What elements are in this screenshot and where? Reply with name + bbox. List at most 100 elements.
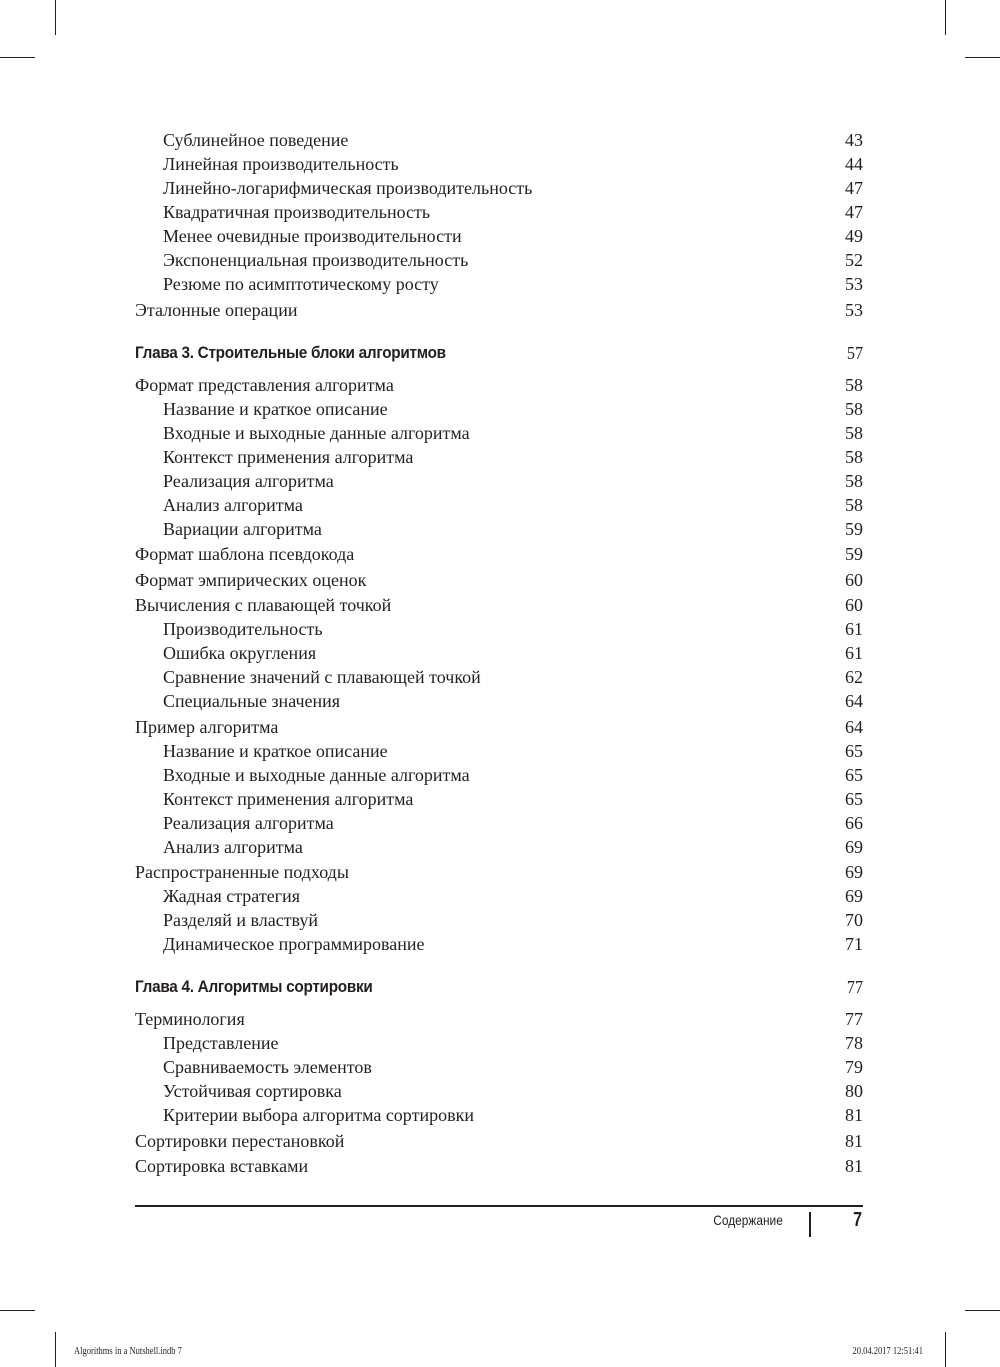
footer-rule <box>135 1205 863 1207</box>
toc-entry: Резюме по асимптотическому росту 53 <box>135 272 863 296</box>
toc-entry-page: 69 <box>845 886 863 906</box>
toc-entry: Формат шаблона псевдокода 59 <box>135 542 863 566</box>
toc-entry-title: Критерии выбора алгоритма сортировки <box>163 1105 474 1125</box>
toc-entry: Терминология 77 <box>135 1007 863 1031</box>
toc-entry-page: 43 <box>845 130 863 150</box>
toc-entry: Сублинейное поведение 43 <box>135 128 863 152</box>
toc-entry: Менее очевидные производительности 49 <box>135 224 863 248</box>
toc-entry: Пример алгоритма 64 <box>135 715 863 739</box>
toc-entry: Линейная производительность 44 <box>135 152 863 176</box>
toc-entry: Разделяй и властвуй 70 <box>135 908 863 932</box>
toc-entry-title: Эталонные операции <box>135 299 298 320</box>
toc-entry-page: 61 <box>845 619 863 639</box>
toc-entry: Ошибка округления 61 <box>135 641 863 665</box>
toc-entry-title: Менее очевидные производительности <box>163 226 462 246</box>
toc-entry-page: 65 <box>845 740 863 761</box>
toc-entry-title: Пример алгоритма <box>135 716 279 737</box>
crop-mark <box>0 57 35 58</box>
toc-entry: Контекст применения алгоритма 58 <box>135 445 863 469</box>
toc-entry-page: 81 <box>845 1130 863 1151</box>
toc-entry-page: 64 <box>845 716 863 737</box>
toc-entry: Название и краткое описание 58 <box>135 397 863 421</box>
toc-entry-page: 58 <box>845 422 863 443</box>
toc-entry-title: Сублинейное поведение <box>163 130 349 150</box>
toc-entry-page: 61 <box>845 643 863 663</box>
toc-entry: Динамическое программирование 71 <box>135 932 863 956</box>
toc-entry-page: 57 <box>846 342 864 363</box>
toc-entry-title: Терминология <box>135 1009 245 1029</box>
toc-entry-page: 44 <box>845 154 863 174</box>
toc-entry: Распространенные подходы 69 <box>135 860 863 884</box>
toc-entry: Реализация алгоритма 58 <box>135 469 863 493</box>
toc-entry-title: Глава 3. Строительные блоки алгоритмов <box>135 342 446 362</box>
toc-entry-title: Ошибка округления <box>163 643 317 663</box>
slug-datetime: 20.04.2017 12:51:41 <box>852 1346 923 1357</box>
toc-entry-title: Контекст применения алгоритма <box>163 788 414 809</box>
crop-mark <box>965 57 1000 58</box>
toc-entry-page: 79 <box>845 1057 863 1077</box>
toc-entry-title: Экспоненциальная производительность <box>163 250 469 270</box>
toc-entry-page: 65 <box>845 788 863 809</box>
toc-entry-title: Устойчивая сортировка <box>163 1081 342 1101</box>
crop-mark <box>55 0 56 35</box>
toc-entry-page: 60 <box>845 595 863 615</box>
toc-entry-page: 49 <box>845 226 863 246</box>
toc-entry-page: 58 <box>845 494 863 515</box>
toc-entry-title: Сортировка вставками <box>135 1156 309 1176</box>
toc-chapter: Глава 4. Алгоритмы сортировки 77 <box>135 975 863 999</box>
toc-entry-title: Распространенные подходы <box>135 862 349 882</box>
toc-entry: Сортировки перестановкой 81 <box>135 1129 863 1153</box>
toc-entry: Квадратичная производительность 47 <box>135 200 863 224</box>
toc-entry-title: Линейно-логарифмическая производительнос… <box>163 178 533 198</box>
toc-entry: Входные и выходные данные алгоритма 65 <box>135 763 863 787</box>
toc-entry-title: Формат эмпирических оценок <box>135 569 367 590</box>
crop-mark <box>965 1310 1000 1311</box>
toc-entry-title: Линейная производительность <box>163 154 399 174</box>
toc-entry-title: Контекст применения алгоритма <box>163 446 414 467</box>
toc-entry-page: 70 <box>845 910 863 930</box>
toc-entry-page: 71 <box>845 934 863 954</box>
toc-entry-page: 58 <box>845 374 863 395</box>
toc-entry-page: 64 <box>845 691 863 711</box>
toc-entry-page: 52 <box>845 250 863 270</box>
toc-entry-page: 60 <box>845 569 863 590</box>
toc-entry-page: 47 <box>845 178 863 198</box>
toc-entry-page: 80 <box>845 1081 863 1101</box>
toc-entry: Экспоненциальная производительность 52 <box>135 248 863 272</box>
toc-entry: Производительность 61 <box>135 617 863 641</box>
toc-entry-page: 62 <box>845 667 863 687</box>
footer-separator <box>809 1212 811 1237</box>
toc-entry-page: 47 <box>845 202 863 222</box>
toc-entry-page: 58 <box>845 398 863 419</box>
toc-entry-page: 69 <box>845 862 863 882</box>
toc-entry: Анализ алгоритма 58 <box>135 493 863 517</box>
toc-entry: Вариации алгоритма 59 <box>135 517 863 541</box>
toc-entry: Контекст применения алгоритма 65 <box>135 787 863 811</box>
toc-entry-page: 81 <box>845 1105 863 1125</box>
toc-entry-page: 59 <box>845 518 863 539</box>
toc-entry: Вычисления с плавающей точкой 60 <box>135 593 863 617</box>
toc-entry-page: 58 <box>845 470 863 491</box>
toc-entry: Сравнение значений с плавающей точкой 62 <box>135 665 863 689</box>
toc-entry: Эталонные операции 53 <box>135 298 863 322</box>
crop-mark <box>945 0 946 35</box>
toc-entry-page: 65 <box>845 764 863 785</box>
toc-entry-page: 58 <box>845 446 863 467</box>
toc-entry-title: Вычисления с плавающей точкой <box>135 595 392 615</box>
crop-mark <box>945 1332 946 1367</box>
toc-entry-title: Название и краткое описание <box>163 398 388 419</box>
toc-entry-title: Глава 4. Алгоритмы сортировки <box>135 977 373 996</box>
toc-entry-title: Сравнение значений с плавающей точкой <box>163 667 481 687</box>
toc-entry: Входные и выходные данные алгоритма 58 <box>135 421 863 445</box>
toc-entry: Линейно-логарифмическая производительнос… <box>135 176 863 200</box>
crop-mark <box>55 1332 56 1367</box>
toc-entry-page: 69 <box>845 836 863 857</box>
toc-entry: Название и краткое описание 65 <box>135 739 863 763</box>
toc-entry-title: Сравниваемость элементов <box>163 1057 372 1077</box>
toc-entry: Представление 78 <box>135 1031 863 1055</box>
slug-file: Algorithms in a Nutshell.indb 7 <box>74 1346 182 1357</box>
toc-entry-title: Сортировки перестановкой <box>135 1130 345 1151</box>
page-number: 7 <box>852 1209 862 1231</box>
toc-entry-page: 66 <box>845 812 863 833</box>
toc-entry-page: 81 <box>845 1156 863 1176</box>
